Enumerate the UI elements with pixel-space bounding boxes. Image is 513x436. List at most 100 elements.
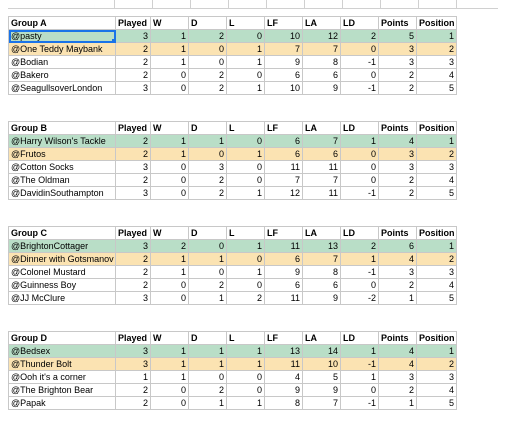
stat-cell[interactable]: 1 bbox=[226, 344, 265, 358]
column-header-cell[interactable]: LF bbox=[264, 121, 303, 135]
stat-cell[interactable]: 3 bbox=[416, 160, 457, 174]
stat-cell[interactable]: 3 bbox=[378, 55, 417, 69]
column-header-cell[interactable]: Played bbox=[115, 226, 151, 240]
stat-cell[interactable]: 2 bbox=[416, 147, 457, 161]
stat-cell[interactable]: 1 bbox=[150, 357, 189, 371]
stat-cell[interactable]: -1 bbox=[340, 357, 379, 371]
team-name-cell[interactable]: @Thunder Bolt bbox=[8, 357, 116, 371]
stat-cell[interactable]: 2 bbox=[416, 252, 457, 266]
stat-cell[interactable]: 2 bbox=[378, 278, 417, 292]
team-name-cell[interactable]: @One Teddy Maybank bbox=[8, 42, 116, 56]
stat-cell[interactable]: 3 bbox=[115, 357, 151, 371]
stat-cell[interactable]: 3 bbox=[378, 160, 417, 174]
stat-cell[interactable]: 4 bbox=[416, 173, 457, 187]
stat-cell[interactable]: 0 bbox=[226, 252, 265, 266]
stat-cell[interactable]: 2 bbox=[188, 68, 227, 82]
stat-cell[interactable]: 2 bbox=[115, 173, 151, 187]
stat-cell[interactable]: -1 bbox=[340, 55, 379, 69]
stat-cell[interactable]: 12 bbox=[264, 186, 303, 200]
team-name-cell[interactable]: @Frutos bbox=[8, 147, 116, 161]
stat-cell[interactable]: 2 bbox=[378, 186, 417, 200]
stat-cell[interactable]: 3 bbox=[416, 55, 457, 69]
stat-cell[interactable]: 2 bbox=[188, 186, 227, 200]
stat-cell[interactable]: 1 bbox=[416, 29, 457, 43]
stat-cell[interactable]: 6 bbox=[264, 68, 303, 82]
stat-cell[interactable]: 0 bbox=[226, 173, 265, 187]
stat-cell[interactable]: 0 bbox=[340, 173, 379, 187]
stat-cell[interactable]: 1 bbox=[340, 370, 379, 384]
stat-cell[interactable]: 1 bbox=[115, 370, 151, 384]
stat-cell[interactable]: 1 bbox=[378, 396, 417, 410]
column-header-cell[interactable]: Position bbox=[416, 16, 457, 30]
stat-cell[interactable]: 0 bbox=[150, 173, 189, 187]
stat-cell[interactable]: 11 bbox=[264, 160, 303, 174]
column-header-cell[interactable]: LA bbox=[302, 331, 341, 345]
column-header-cell[interactable]: Played bbox=[115, 16, 151, 30]
stat-cell[interactable]: 11 bbox=[264, 239, 303, 253]
stat-cell[interactable]: 2 bbox=[226, 291, 265, 305]
stat-cell[interactable]: 5 bbox=[416, 396, 457, 410]
team-name-cell[interactable]: @SeagullsoverLondon bbox=[8, 81, 116, 95]
team-name-cell[interactable]: @Papak bbox=[8, 396, 116, 410]
stat-cell[interactable]: 2 bbox=[340, 239, 379, 253]
column-header-cell[interactable]: L bbox=[226, 331, 265, 345]
stat-cell[interactable]: 0 bbox=[150, 278, 189, 292]
stat-cell[interactable]: 1 bbox=[226, 55, 265, 69]
stat-cell[interactable]: 0 bbox=[340, 278, 379, 292]
stat-cell[interactable]: 9 bbox=[302, 291, 341, 305]
stat-cell[interactable]: 1 bbox=[226, 357, 265, 371]
stat-cell[interactable]: 9 bbox=[302, 383, 341, 397]
stat-cell[interactable]: 2 bbox=[115, 147, 151, 161]
stat-cell[interactable]: 8 bbox=[302, 55, 341, 69]
stat-cell[interactable]: 3 bbox=[115, 160, 151, 174]
stat-cell[interactable]: 3 bbox=[115, 186, 151, 200]
column-header-cell[interactable]: W bbox=[150, 121, 189, 135]
stat-cell[interactable]: 1 bbox=[150, 147, 189, 161]
stat-cell[interactable]: 0 bbox=[226, 29, 265, 43]
stat-cell[interactable]: 2 bbox=[115, 68, 151, 82]
team-name-cell[interactable]: @BrightonCottager bbox=[8, 239, 116, 253]
stat-cell[interactable]: 2 bbox=[115, 55, 151, 69]
stat-cell[interactable]: 1 bbox=[150, 55, 189, 69]
column-header-cell[interactable]: LF bbox=[264, 16, 303, 30]
stat-cell[interactable]: 3 bbox=[416, 265, 457, 279]
column-header-cell[interactable]: LD bbox=[340, 16, 379, 30]
column-header-cell[interactable]: W bbox=[150, 226, 189, 240]
stat-cell[interactable]: 7 bbox=[302, 252, 341, 266]
stat-cell[interactable]: 10 bbox=[264, 29, 303, 43]
stat-cell[interactable]: 4 bbox=[416, 278, 457, 292]
stat-cell[interactable]: 4 bbox=[416, 383, 457, 397]
column-header-cell[interactable]: D bbox=[188, 16, 227, 30]
column-header-cell[interactable]: Points bbox=[378, 16, 417, 30]
stat-cell[interactable]: 1 bbox=[226, 81, 265, 95]
stat-cell[interactable]: 10 bbox=[302, 357, 341, 371]
team-name-cell[interactable]: @Cotton Socks bbox=[8, 160, 116, 174]
stat-cell[interactable]: 0 bbox=[226, 68, 265, 82]
stat-cell[interactable]: 5 bbox=[416, 186, 457, 200]
stat-cell[interactable]: 2 bbox=[188, 29, 227, 43]
stat-cell[interactable]: 1 bbox=[188, 357, 227, 371]
spreadsheet-grid[interactable]: Group A Played W D L LF LA LD Points Position @pas… bbox=[8, 0, 498, 436]
stat-cell[interactable]: 1 bbox=[226, 239, 265, 253]
stat-cell[interactable]: 1 bbox=[150, 42, 189, 56]
stat-cell[interactable]: 12 bbox=[302, 29, 341, 43]
stat-cell[interactable]: 0 bbox=[188, 265, 227, 279]
stat-cell[interactable]: 10 bbox=[264, 81, 303, 95]
stat-cell[interactable]: 2 bbox=[416, 357, 457, 371]
stat-cell[interactable]: 6 bbox=[302, 278, 341, 292]
stat-cell[interactable]: -1 bbox=[340, 81, 379, 95]
column-header-cell[interactable]: L bbox=[226, 121, 265, 135]
stat-cell[interactable]: 2 bbox=[115, 265, 151, 279]
stat-cell[interactable]: -1 bbox=[340, 186, 379, 200]
stat-cell[interactable]: 1 bbox=[340, 252, 379, 266]
stat-cell[interactable]: 1 bbox=[188, 291, 227, 305]
stat-cell[interactable]: 9 bbox=[264, 265, 303, 279]
stat-cell[interactable]: 1 bbox=[150, 265, 189, 279]
column-header-cell[interactable]: LD bbox=[340, 121, 379, 135]
stat-cell[interactable]: 0 bbox=[226, 134, 265, 148]
team-name-cell[interactable]: @JJ McClure bbox=[8, 291, 116, 305]
column-header-cell[interactable]: D bbox=[188, 121, 227, 135]
stat-cell[interactable]: 1 bbox=[150, 134, 189, 148]
column-header-cell[interactable]: Position bbox=[416, 121, 457, 135]
stat-cell[interactable]: 9 bbox=[302, 81, 341, 95]
